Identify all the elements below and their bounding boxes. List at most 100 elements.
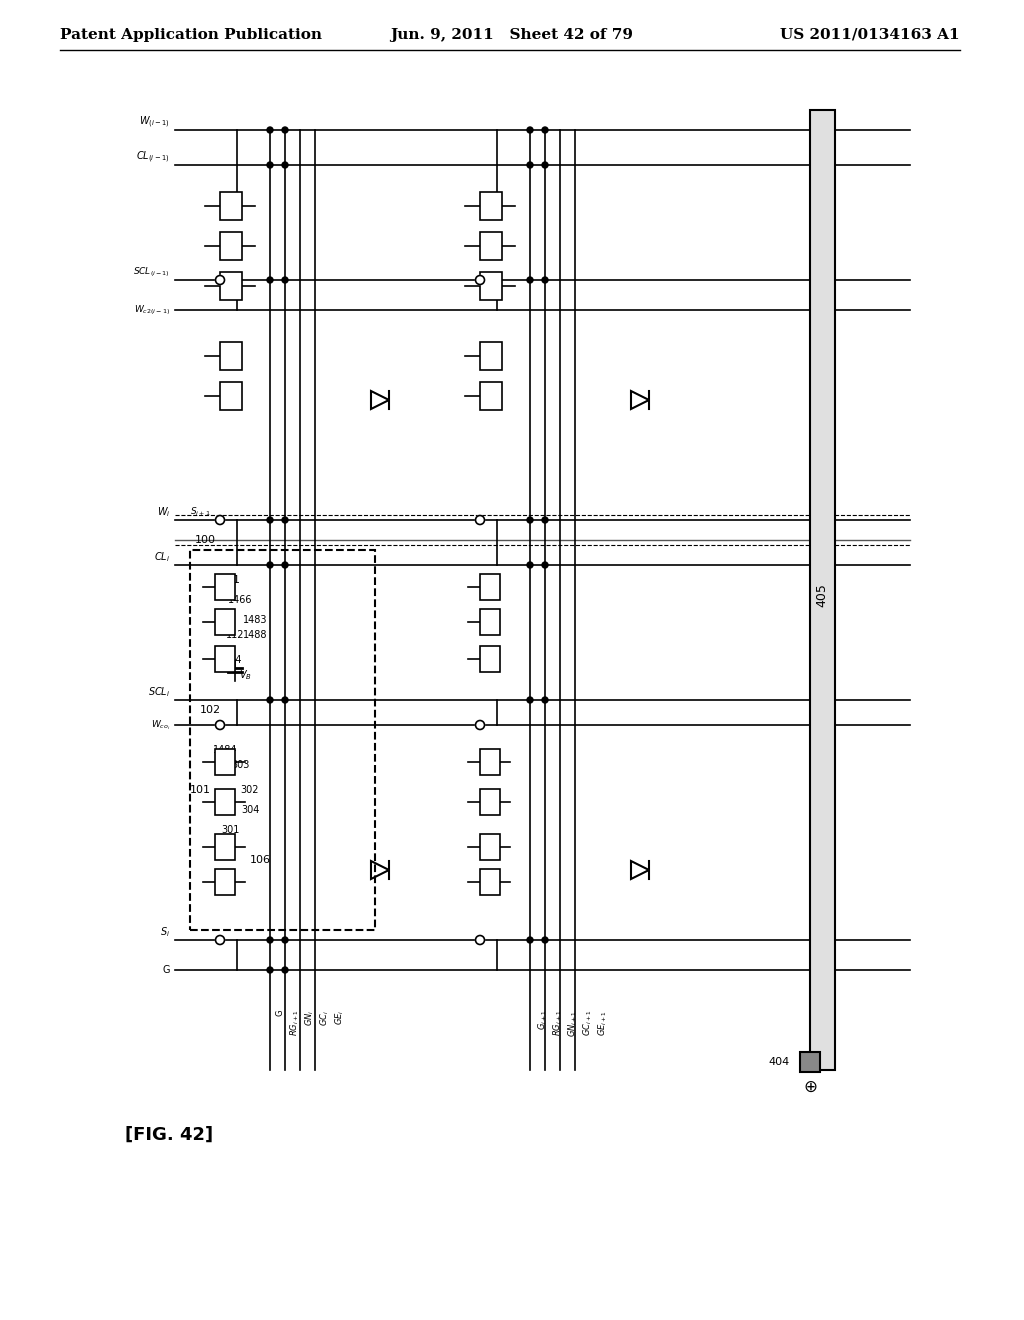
Circle shape bbox=[527, 127, 534, 133]
Circle shape bbox=[282, 968, 288, 973]
Bar bbox=[220, 272, 242, 300]
Text: 1484: 1484 bbox=[213, 744, 238, 755]
Circle shape bbox=[215, 276, 224, 285]
Circle shape bbox=[527, 277, 534, 282]
Circle shape bbox=[527, 937, 534, 942]
Bar bbox=[480, 789, 500, 814]
Circle shape bbox=[282, 127, 288, 133]
Bar bbox=[810, 110, 835, 1071]
Bar bbox=[480, 645, 500, 672]
Bar bbox=[220, 191, 242, 220]
Text: $W_{c2(i-1)}$: $W_{c2(i-1)}$ bbox=[134, 304, 170, 317]
Circle shape bbox=[267, 277, 273, 282]
Circle shape bbox=[282, 562, 288, 568]
Text: 102: 102 bbox=[200, 705, 220, 715]
Bar bbox=[215, 645, 234, 672]
Circle shape bbox=[542, 562, 548, 568]
Bar bbox=[480, 834, 500, 861]
Bar bbox=[215, 869, 234, 895]
Bar bbox=[480, 869, 500, 895]
Circle shape bbox=[542, 937, 548, 942]
Text: [FIG. 42]: [FIG. 42] bbox=[125, 1126, 213, 1144]
Text: $SCL_i$: $SCL_i$ bbox=[147, 685, 170, 698]
Circle shape bbox=[267, 162, 273, 168]
Bar bbox=[220, 342, 242, 370]
Bar bbox=[480, 342, 502, 370]
Circle shape bbox=[527, 697, 534, 704]
Text: $GE_{i+1}$: $GE_{i+1}$ bbox=[597, 1010, 609, 1036]
Text: $W_{(i-1)}$: $W_{(i-1)}$ bbox=[139, 115, 170, 129]
Circle shape bbox=[542, 517, 548, 523]
Circle shape bbox=[267, 517, 273, 523]
Text: $RG_{i+1}$: $RG_{i+1}$ bbox=[289, 1010, 301, 1036]
Bar bbox=[220, 232, 242, 260]
Text: $SCL_{(i-1)}$: $SCL_{(i-1)}$ bbox=[133, 265, 170, 279]
Bar bbox=[800, 1052, 820, 1072]
Bar bbox=[215, 748, 234, 775]
Bar bbox=[480, 748, 500, 775]
Text: $W_i$: $W_i$ bbox=[157, 506, 170, 519]
Bar bbox=[480, 381, 502, 411]
Bar bbox=[480, 191, 502, 220]
Text: 405: 405 bbox=[815, 583, 828, 607]
Text: 303: 303 bbox=[230, 760, 249, 770]
Text: 1488: 1488 bbox=[243, 630, 267, 640]
Text: G: G bbox=[275, 1010, 285, 1016]
Text: 1466: 1466 bbox=[227, 595, 252, 605]
Bar bbox=[480, 609, 500, 635]
Circle shape bbox=[215, 936, 224, 945]
Circle shape bbox=[215, 516, 224, 524]
Text: $G_{i+1}$: $G_{i+1}$ bbox=[537, 1010, 549, 1031]
Bar bbox=[215, 609, 234, 635]
Text: 1483: 1483 bbox=[243, 615, 267, 624]
Text: 302: 302 bbox=[241, 785, 259, 795]
Circle shape bbox=[542, 162, 548, 168]
Text: $CL_{(i-1)}$: $CL_{(i-1)}$ bbox=[136, 149, 170, 165]
Circle shape bbox=[267, 697, 273, 704]
Circle shape bbox=[475, 276, 484, 285]
Text: $S_i$: $S_i$ bbox=[160, 925, 170, 939]
Bar bbox=[480, 574, 500, 601]
Circle shape bbox=[475, 936, 484, 945]
Circle shape bbox=[267, 937, 273, 942]
Text: 304: 304 bbox=[241, 805, 259, 814]
Text: 404: 404 bbox=[769, 1057, 790, 1067]
Circle shape bbox=[282, 697, 288, 704]
Text: $W_{co_i}$: $W_{co_i}$ bbox=[151, 718, 170, 731]
Text: 1484: 1484 bbox=[218, 655, 243, 665]
Circle shape bbox=[267, 562, 273, 568]
Text: 112: 112 bbox=[225, 630, 245, 640]
Bar bbox=[215, 789, 234, 814]
Circle shape bbox=[282, 517, 288, 523]
Circle shape bbox=[267, 127, 273, 133]
Text: 100: 100 bbox=[195, 535, 216, 545]
Text: $RG_{i+1}$: $RG_{i+1}$ bbox=[552, 1010, 564, 1036]
Text: G: G bbox=[163, 965, 170, 975]
Text: Jun. 9, 2011   Sheet 42 of 79: Jun. 9, 2011 Sheet 42 of 79 bbox=[390, 28, 634, 42]
Circle shape bbox=[527, 562, 534, 568]
Bar bbox=[215, 834, 234, 861]
Text: $GC_{i+1}$: $GC_{i+1}$ bbox=[582, 1010, 594, 1036]
Circle shape bbox=[267, 968, 273, 973]
Text: $S_{i+1}$: $S_{i+1}$ bbox=[190, 506, 211, 519]
Text: 111: 111 bbox=[219, 576, 241, 585]
Bar bbox=[190, 550, 375, 931]
Text: $GN_i$: $GN_i$ bbox=[304, 1010, 316, 1027]
Bar bbox=[480, 272, 502, 300]
Circle shape bbox=[542, 277, 548, 282]
Circle shape bbox=[215, 721, 224, 730]
Circle shape bbox=[282, 162, 288, 168]
Text: $CL_i$: $CL_i$ bbox=[154, 550, 170, 564]
Text: $V_B$: $V_B$ bbox=[239, 668, 252, 682]
Circle shape bbox=[527, 162, 534, 168]
Text: $GN_{i+1}$: $GN_{i+1}$ bbox=[566, 1010, 580, 1036]
Text: $GE_i$: $GE_i$ bbox=[334, 1010, 346, 1026]
Bar bbox=[215, 574, 234, 601]
Circle shape bbox=[542, 127, 548, 133]
Bar bbox=[220, 381, 242, 411]
Circle shape bbox=[282, 937, 288, 942]
Circle shape bbox=[475, 721, 484, 730]
Text: 106: 106 bbox=[250, 855, 270, 865]
Text: Patent Application Publication: Patent Application Publication bbox=[60, 28, 322, 42]
Circle shape bbox=[475, 516, 484, 524]
